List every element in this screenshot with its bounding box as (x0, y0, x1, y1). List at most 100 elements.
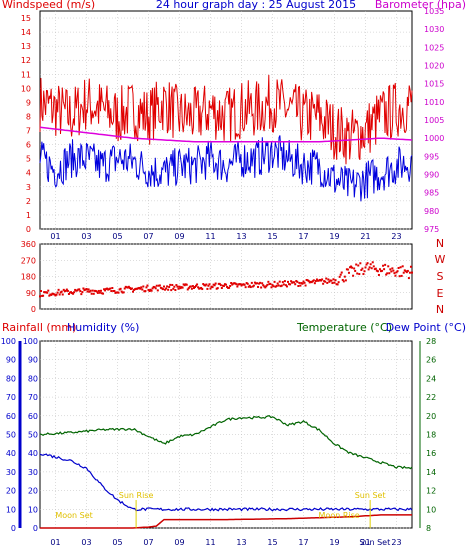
direction-point (284, 284, 287, 287)
rainfall-tick-labels: 0 10 20 30 40 50 60 70 80 90 100 (1, 337, 16, 533)
direction-point (111, 286, 114, 289)
humidity-tick-label: 60 (28, 412, 38, 421)
direction-point (201, 288, 204, 291)
barometer-tick-label: 1025 (424, 43, 444, 52)
time-tick-label: 05 (112, 232, 122, 241)
direction-point (411, 271, 413, 274)
direction-point (213, 284, 216, 287)
direction-point (401, 265, 404, 268)
direction-point (80, 293, 83, 296)
direction-point (151, 287, 154, 290)
direction-point (179, 287, 182, 290)
direction-point (338, 275, 341, 278)
temperature-tick-label: 8 (426, 524, 431, 533)
direction-point (357, 264, 360, 267)
rainfall-tick-label: 70 (6, 393, 16, 402)
direction-point (380, 270, 382, 273)
direction-point (330, 279, 333, 282)
direction-point (365, 263, 368, 266)
direction-point (359, 262, 362, 265)
temperature-tick-label: 16 (426, 449, 436, 458)
direction-point (395, 271, 398, 274)
direction-point (113, 289, 116, 292)
direction-point (189, 285, 192, 288)
direction-point (127, 285, 130, 288)
direction-point (325, 277, 328, 280)
humidity-tick-label: 50 (28, 431, 38, 440)
direction-point (185, 283, 188, 286)
time-tick-labels-bottom: 01 03 05 07 09 11 13 15 17 19 21 23 (50, 538, 401, 547)
direction-point (135, 287, 138, 290)
barometer-tick-label: 1010 (424, 98, 444, 107)
windspeed-tick-label: 6 (26, 141, 31, 150)
direction-point (223, 283, 226, 286)
time-tick-label: 01 (50, 538, 60, 547)
windspeed-tick-label: 10 (21, 84, 31, 93)
direction-point (246, 282, 249, 285)
direction-point (300, 282, 303, 285)
direction-point (147, 288, 150, 291)
direction-point (241, 283, 244, 286)
direction-point (257, 285, 260, 288)
temperature-line (39, 415, 413, 470)
direction-point (138, 286, 141, 289)
windspeed-tick-label: 12 (21, 56, 31, 65)
time-tick-label: 11 (205, 538, 215, 547)
direction-point (132, 290, 134, 293)
direction-point (168, 285, 171, 288)
direction-point (307, 279, 310, 282)
direction-point (271, 284, 274, 287)
rainfall-tick-label: 10 (6, 505, 16, 514)
direction-point (77, 288, 80, 291)
windspeed-tick-label: 9 (26, 98, 31, 107)
direction-point (129, 287, 132, 290)
direction-point (371, 261, 374, 264)
temperature-tick-label: 12 (426, 487, 436, 496)
direction-point (143, 290, 146, 293)
compass-label: W (435, 253, 446, 266)
wind-barometer-panel: Windspeed (m/s) 24 hour graph day : 25 A… (2, 0, 466, 241)
windspeed-tick-label: 0 (26, 225, 31, 234)
direction-point (40, 290, 43, 293)
direction-point (86, 290, 89, 293)
direction-point (121, 291, 124, 294)
direction-point (94, 289, 97, 292)
direction-point (297, 285, 300, 288)
humidity-tick-label: 10 (28, 505, 38, 514)
direction-point (196, 283, 199, 286)
direction-point (375, 269, 378, 272)
direction-point (219, 284, 222, 287)
direction-point (210, 285, 213, 288)
direction-point (142, 285, 145, 288)
direction-point (148, 290, 151, 293)
direction-point (364, 266, 367, 269)
direction-point (134, 288, 137, 291)
humidity-tick-label: 30 (28, 468, 38, 477)
direction-point (222, 284, 225, 287)
time-tick-label: 19 (329, 232, 339, 241)
direction-point (282, 283, 285, 286)
direction-point (186, 288, 189, 291)
direction-point (105, 287, 108, 290)
direction-point (407, 277, 410, 280)
direction-point (291, 281, 294, 284)
direction-point (187, 287, 190, 290)
direction-point (107, 288, 110, 291)
direction-point (316, 279, 319, 282)
time-tick-label: 21 (360, 232, 370, 241)
direction-point (394, 274, 397, 277)
direction-point (229, 284, 232, 287)
direction-point (156, 289, 159, 292)
direction-point (304, 284, 307, 287)
direction-point (385, 273, 388, 276)
direction-point (234, 282, 237, 285)
direction-point (328, 280, 331, 283)
direction-point (227, 286, 230, 289)
direction-point (190, 287, 193, 290)
direction-point (293, 281, 296, 284)
direction-point (280, 284, 283, 287)
direction-point (62, 288, 65, 291)
barometer-tick-label: 990 (424, 171, 439, 180)
direction-point (270, 286, 273, 289)
